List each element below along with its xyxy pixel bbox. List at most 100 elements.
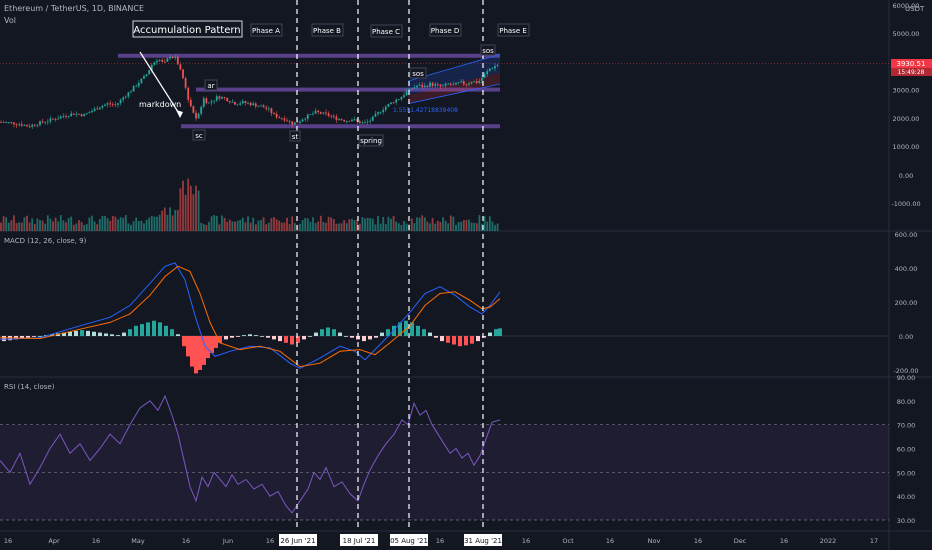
candle-body [400,97,403,100]
price-axis-tick: 6000.00 [893,2,920,10]
volume-bar [351,218,353,231]
volume-bar [288,224,291,231]
candle-body [455,82,457,85]
volume-bar [10,220,13,231]
phase-a-box[interactable] [250,23,283,37]
candle-body [130,91,132,93]
candle-body [228,101,231,103]
candle-body [231,101,234,103]
candle-body [299,121,301,123]
volume-bar [260,220,262,231]
candle-body [483,74,486,78]
macd-histogram-bar [296,336,300,343]
macd-histogram-bar [182,336,186,347]
candle-body [62,116,65,117]
volume-bar [306,218,309,231]
volume-bar [20,222,23,231]
macd-histogram-bar [302,336,306,340]
spring-box[interactable] [358,134,384,147]
macd-histogram-bar [338,332,342,336]
volume-bar [481,223,483,231]
candle-body [314,110,317,114]
macd-histogram-bar [380,332,384,336]
markdown-arrow[interactable] [139,51,181,116]
candle-body [319,112,322,114]
macd-histogram-bar [158,322,162,336]
volume-bar [13,215,15,231]
candle-body [140,78,143,84]
macd-histogram-bar [98,332,102,336]
price-axis[interactable]: 6000.005000.004000.003000.002000.001000.… [891,2,920,525]
volume-bar [88,217,91,231]
st-box[interactable] [289,130,301,142]
volume-bar [176,209,179,231]
sos-upper-box[interactable] [480,44,496,56]
volume-bar [161,210,164,231]
macd-histogram-bar [446,336,450,343]
macd-histogram-bar [116,335,120,336]
horizontal-levels[interactable] [0,53,889,129]
phase-c-box[interactable] [370,24,403,38]
last-price-tag[interactable] [891,59,932,68]
candle-body [257,106,260,107]
macd-histogram-bar [164,325,168,336]
macd-histogram-bar [134,325,138,336]
candle-body [223,97,226,99]
candle-body [2,122,5,123]
macd-histogram-bar [50,334,54,336]
macd-signal-line [0,265,501,368]
macd-histogram-bar [260,336,264,337]
volume-bar [114,216,117,231]
st-label: st [292,133,299,141]
pattern-title-box[interactable] [132,20,243,38]
candle-body [267,108,270,110]
volume-bar [434,223,437,231]
date-label-3: 05 Aug '21 [390,537,428,545]
candle-body [252,103,255,106]
event-labels: ar sc st spring sos sos 1.5591.427188384… [192,44,496,147]
candle-body [122,97,125,100]
candle-body [67,116,70,117]
phase-d-box[interactable] [429,23,462,37]
volume-bar [137,221,140,231]
phase-divider-lines[interactable] [296,0,484,531]
phase-e-box[interactable] [497,23,530,37]
symbol-title[interactable]: Ethereum / TetherUS, 1D, BINANCE [4,4,144,13]
volume-bar [189,185,192,231]
candle-body [449,83,452,85]
candle-body [85,113,88,114]
candle-body [335,116,338,120]
volume-bar [410,218,413,231]
rsi-legend[interactable]: RSI (14, close) [4,383,55,391]
currency-label[interactable]: USDT [905,5,925,13]
volume-bar [236,220,239,231]
candle-body [351,119,353,122]
macd-legend[interactable]: MACD (12, 26, close, 9) [4,237,87,245]
volume-bar [470,222,473,231]
volume-bar [392,215,395,231]
volume-legend[interactable]: Vol [4,16,16,25]
candle-body [325,112,327,114]
candle-body [377,112,379,114]
volume-bar [127,223,130,231]
volume-bar [117,219,119,231]
date-label-2: 18 Jul '21 [343,537,376,545]
sc-box[interactable] [192,129,206,141]
sos-lower-box[interactable] [409,67,427,79]
candle-body [413,87,416,89]
macd-histogram-bar [278,336,282,342]
candle-body [361,122,364,124]
candle-body [54,119,57,120]
date-box-2 [340,534,378,546]
rsi-band [0,335,889,521]
volume-bar [465,220,468,231]
phase-b-box[interactable] [311,23,344,37]
candle-body [283,118,286,121]
volume-bar [205,224,208,231]
ar-box[interactable] [204,79,218,91]
date-box-4 [464,534,502,546]
macd-histogram-bar [374,336,378,338]
volume-bar [387,216,390,231]
volume-bar [0,222,2,231]
